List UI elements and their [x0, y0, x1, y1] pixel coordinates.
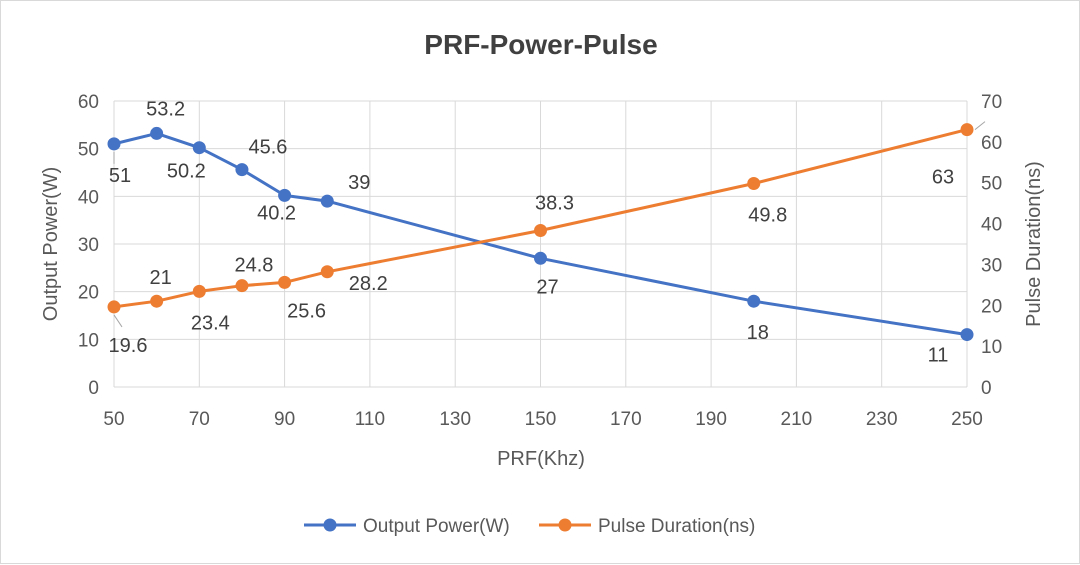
gridlines	[113, 100, 968, 388]
legend-marker	[323, 518, 337, 532]
y-axis-left-title: Output Power(W)	[40, 167, 62, 321]
leader-line	[113, 314, 123, 328]
data-point	[534, 251, 547, 265]
y-left-tick-label: 30	[78, 235, 99, 256]
x-tick-label: 110	[355, 409, 385, 430]
data-label: 63	[932, 167, 954, 189]
tick-labels: 50 70 90 110 130 150 170 190 210 230 2500102030405…	[78, 92, 1002, 430]
data-label: 28.2	[349, 273, 388, 295]
x-tick-label: 50	[103, 409, 124, 430]
x-tick-label: 170	[610, 409, 642, 430]
data-label: 49.8	[748, 205, 787, 227]
data-point	[320, 194, 334, 208]
legend-label: Output Power(W)	[363, 516, 510, 537]
data-label: 24.8	[234, 255, 273, 277]
data-point	[150, 126, 164, 140]
x-tick-label: 70	[189, 409, 210, 430]
y-axis-right-title: Pulse Duration(ns)	[1023, 161, 1045, 327]
data-label: 38.3	[535, 193, 574, 215]
y-right-tick-label: 50	[981, 174, 1002, 195]
data-label: 50.2	[167, 161, 206, 183]
x-tick-label: 230	[866, 409, 898, 430]
data-point	[278, 188, 292, 202]
data-point	[278, 275, 292, 289]
data-label: 11	[928, 345, 949, 367]
x-tick-label: 130	[439, 409, 471, 430]
data-point	[747, 294, 761, 308]
legend: Output Power(W) Pulse Duration(ns)	[304, 516, 755, 537]
data-point	[235, 163, 249, 177]
data-point	[960, 328, 974, 342]
x-tick-label: 150	[525, 409, 557, 430]
y-right-tick-label: 60	[981, 133, 1002, 154]
x-tick-label: 250	[951, 409, 983, 430]
legend-marker	[558, 518, 572, 532]
data-label: 27	[536, 276, 558, 298]
data-label: 53.2	[146, 98, 185, 120]
y-right-tick-label: 10	[981, 337, 1002, 358]
data-point	[534, 224, 547, 238]
y-right-tick-label: 70	[981, 92, 1002, 113]
data-label: 39	[348, 172, 370, 194]
data-label: 23.4	[191, 312, 230, 334]
data-point	[192, 141, 206, 155]
y-left-tick-label: 0	[88, 378, 99, 399]
y-right-tick-label: 30	[981, 255, 1002, 276]
data-point	[150, 294, 164, 308]
data-point	[235, 279, 249, 293]
data-label: 40.2	[257, 202, 296, 224]
legend-label: Pulse Duration(ns)	[598, 516, 755, 537]
data-label: 51	[109, 165, 131, 187]
data-label: 45.6	[248, 137, 287, 159]
data-label: 19.6	[109, 335, 148, 357]
data-label: 21	[150, 267, 172, 289]
data-label: 18	[747, 322, 769, 344]
data-point	[960, 123, 974, 137]
x-tick-label: 90	[274, 409, 295, 430]
x-tick-label: 190	[695, 409, 727, 430]
data-point	[107, 300, 121, 314]
leader-line	[974, 121, 986, 130]
y-right-tick-label: 20	[981, 296, 1002, 317]
series-points	[107, 123, 974, 342]
chart-title: PRF-Power-Pulse	[424, 29, 657, 60]
y-right-tick-label: 40	[981, 215, 1002, 236]
data-labels: 51 53.2 50.2 45.6 40.2 39 27 18 11 19.6 21 23.4 24.8…	[109, 98, 955, 366]
y-left-tick-label: 40	[78, 187, 99, 208]
data-label: 25.6	[287, 300, 326, 322]
leader-lines	[113, 121, 986, 328]
y-left-tick-label: 20	[78, 283, 99, 304]
x-tick-label: 210	[781, 409, 813, 430]
y-left-tick-label: 10	[78, 330, 99, 351]
data-point	[192, 284, 206, 298]
y-left-tick-label: 60	[78, 92, 99, 113]
data-point	[747, 177, 761, 191]
y-right-tick-label: 0	[981, 378, 992, 399]
data-point	[107, 137, 121, 151]
data-point	[320, 265, 334, 279]
y-left-tick-label: 50	[78, 140, 99, 161]
x-axis-title: PRF(Khz)	[497, 448, 585, 470]
